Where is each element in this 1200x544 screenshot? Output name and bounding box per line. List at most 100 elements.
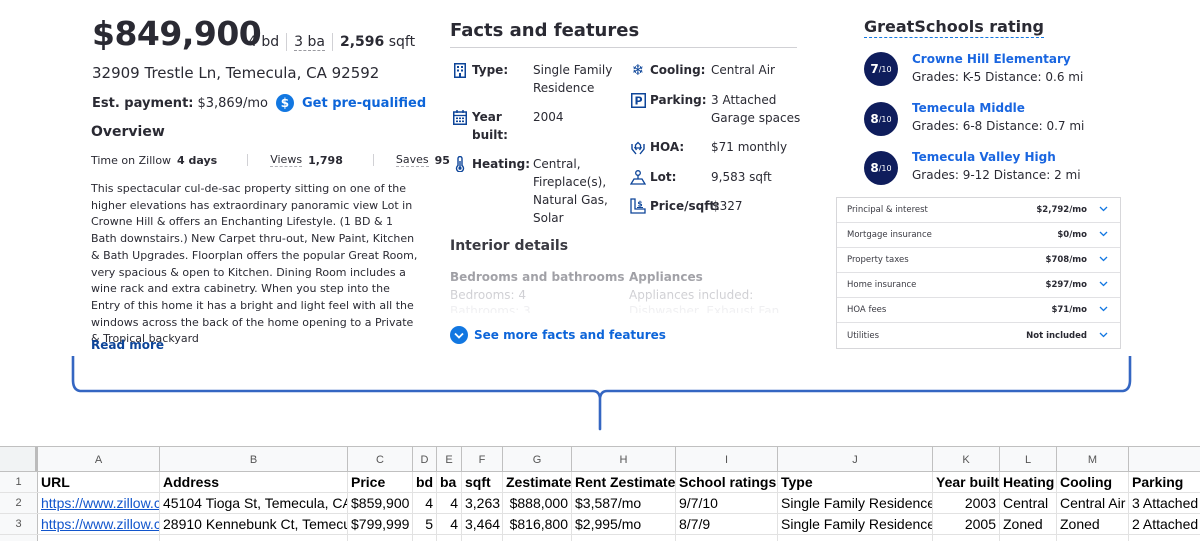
column-header-e[interactable]: E: [437, 447, 462, 471]
chevron-down-icon[interactable]: [1087, 331, 1120, 341]
url-cell-link[interactable]: https://www.zillow.com: [38, 514, 160, 534]
chevron-down-icon[interactable]: [1087, 230, 1120, 240]
header-cell[interactable]: Price: [348, 472, 413, 492]
zestimate-cell[interactable]: $888,000: [503, 493, 572, 513]
see-more-facts-button[interactable]: See more facts and features: [450, 326, 666, 344]
column-header-m[interactable]: M: [1057, 447, 1129, 471]
school-ratings-cell[interactable]: 9/7/10: [676, 493, 778, 513]
bd-cell[interactable]: 4: [413, 493, 437, 513]
school-name-link[interactable]: Temecula Middle: [912, 101, 1025, 115]
fact-lot: Lot: 9,583 sqft: [630, 168, 801, 186]
sqft-cell[interactable]: 3,263: [462, 493, 503, 513]
bd-cell[interactable]: 5: [413, 514, 437, 534]
empty-cell[interactable]: [676, 535, 778, 541]
parking-cell[interactable]: 3 Attached: [1132, 495, 1199, 511]
ba-cell[interactable]: 4: [437, 493, 462, 513]
column-header-k[interactable]: K: [933, 447, 1000, 471]
empty-cell[interactable]: [348, 535, 413, 541]
price-cell[interactable]: $799,999: [348, 514, 413, 534]
empty-cell[interactable]: [572, 535, 676, 541]
payment-row-mortgage-insurance[interactable]: Mortgage insurance $0/mo: [837, 223, 1120, 248]
empty-cell[interactable]: [160, 535, 348, 541]
empty-cell[interactable]: [38, 535, 160, 541]
type-cell[interactable]: Single Family Residence: [778, 493, 933, 513]
column-header-d[interactable]: D: [413, 447, 437, 471]
cooling-cell[interactable]: Zoned: [1057, 514, 1129, 534]
column-header-i[interactable]: I: [676, 447, 778, 471]
price-cell[interactable]: $859,900: [348, 493, 413, 513]
school-name-link[interactable]: Crowne Hill Elementary: [912, 52, 1071, 66]
url-cell-link[interactable]: https://www.zillow.com: [38, 493, 160, 513]
read-more-link[interactable]: Read more: [91, 338, 165, 352]
parking-cell[interactable]: 2 Attached: [1132, 516, 1199, 532]
empty-cell[interactable]: [462, 535, 503, 541]
empty-cell[interactable]: [778, 535, 933, 541]
row-number[interactable]: 2: [0, 493, 38, 513]
select-all-corner[interactable]: [0, 447, 38, 471]
chevron-down-icon[interactable]: [1087, 280, 1120, 290]
payment-row-hoa-fees[interactable]: HOA fees $71/mo: [837, 298, 1120, 323]
year-built-cell[interactable]: 2005: [933, 514, 1000, 534]
school-ratings-cell[interactable]: 8/7/9: [676, 514, 778, 534]
header-cell[interactable]: Heating: [1000, 472, 1057, 492]
header-cell[interactable]: Parking: [1132, 474, 1184, 490]
header-cell[interactable]: ba: [437, 472, 462, 492]
row-number[interactable]: 1: [0, 472, 38, 492]
column-header-l[interactable]: L: [1000, 447, 1057, 471]
header-cell[interactable]: Type: [778, 472, 933, 492]
column-header-f[interactable]: F: [462, 447, 503, 471]
school-name-link[interactable]: Temecula Valley High: [912, 150, 1056, 164]
empty-cell[interactable]: [1000, 535, 1057, 541]
type-cell[interactable]: Single Family Residence: [778, 514, 933, 534]
column-header-h[interactable]: H: [572, 447, 676, 471]
empty-cell[interactable]: [437, 535, 462, 541]
heating-cell[interactable]: Zoned: [1000, 514, 1057, 534]
row-number[interactable]: [0, 535, 38, 541]
empty-cell[interactable]: [503, 535, 572, 541]
header-cell[interactable]: URL: [38, 472, 160, 492]
empty-cell[interactable]: [1129, 535, 1200, 541]
header-cell[interactable]: School ratings: [676, 472, 778, 492]
zestimate-cell[interactable]: $816,800: [503, 514, 572, 534]
get-prequalified-link[interactable]: Get pre-qualified: [301, 95, 427, 111]
chevron-down-icon[interactable]: [1087, 205, 1120, 215]
fact-value: $71 monthly: [711, 140, 788, 154]
column-header-b[interactable]: B: [160, 447, 348, 471]
views-label[interactable]: Views: [270, 153, 303, 167]
greatschools-heading[interactable]: GreatSchools rating: [864, 17, 1044, 38]
empty-cell[interactable]: [413, 535, 437, 541]
column-header-a[interactable]: A: [38, 447, 160, 471]
cooling-cell[interactable]: Central Air: [1057, 493, 1129, 513]
sqft-cell[interactable]: 3,464: [462, 514, 503, 534]
row-number[interactable]: 3: [0, 514, 38, 534]
year-built-cell[interactable]: 2003: [933, 493, 1000, 513]
heating-cell[interactable]: Central: [1000, 493, 1057, 513]
rent-zestimate-cell[interactable]: $3,587/mo: [572, 493, 676, 513]
address-cell[interactable]: 45104 Tioga St, Temecula, CA: [160, 493, 348, 513]
ba-cell[interactable]: 4: [437, 514, 462, 534]
rent-zestimate-cell[interactable]: $2,995/mo: [572, 514, 676, 534]
header-cell[interactable]: sqft: [462, 472, 503, 492]
column-header-j[interactable]: J: [778, 447, 933, 471]
payment-row-principal[interactable]: Principal & interest $2,792/mo: [837, 198, 1120, 223]
column-header-c[interactable]: C: [348, 447, 413, 471]
header-cell[interactable]: Cooling: [1057, 472, 1129, 492]
column-header-n[interactable]: [1129, 447, 1200, 471]
payment-row-utilities[interactable]: Utilities Not included: [837, 323, 1120, 348]
chevron-down-icon[interactable]: [1087, 305, 1120, 315]
header-cell[interactable]: Year built: [933, 472, 1000, 492]
payment-row-home-insurance[interactable]: Home insurance $297/mo: [837, 273, 1120, 298]
column-header-g[interactable]: G: [503, 447, 572, 471]
header-cell[interactable]: Address: [160, 472, 348, 492]
chevron-down-icon[interactable]: [1087, 255, 1120, 265]
header-cell[interactable]: Zestimate: [503, 472, 572, 492]
address-cell[interactable]: 28910 Kennebunk Ct, Temecula: [160, 514, 348, 534]
fact-hoa: HOA: $71 monthly: [630, 138, 801, 156]
header-cell[interactable]: Rent Zestimate: [572, 472, 676, 492]
saves-label[interactable]: Saves: [395, 153, 429, 167]
payment-row-property-taxes[interactable]: Property taxes $708/mo: [837, 248, 1120, 273]
empty-cell[interactable]: [1057, 535, 1129, 541]
baths-value[interactable]: 3 ba: [294, 33, 325, 51]
empty-cell[interactable]: [933, 535, 1000, 541]
header-cell[interactable]: bd: [413, 472, 437, 492]
